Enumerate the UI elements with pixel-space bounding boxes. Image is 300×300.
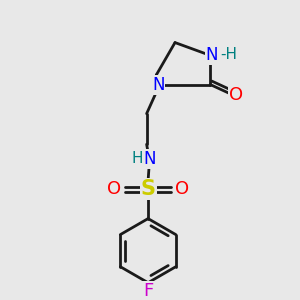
Text: O: O	[175, 181, 189, 199]
Text: O: O	[107, 181, 122, 199]
Text: H: H	[131, 151, 143, 166]
Text: O: O	[229, 86, 243, 104]
Text: -H: -H	[220, 47, 237, 62]
Text: N: N	[143, 150, 156, 168]
Text: N: N	[206, 46, 218, 64]
Text: F: F	[143, 282, 153, 300]
Text: N: N	[152, 76, 164, 94]
Text: S: S	[141, 179, 156, 200]
